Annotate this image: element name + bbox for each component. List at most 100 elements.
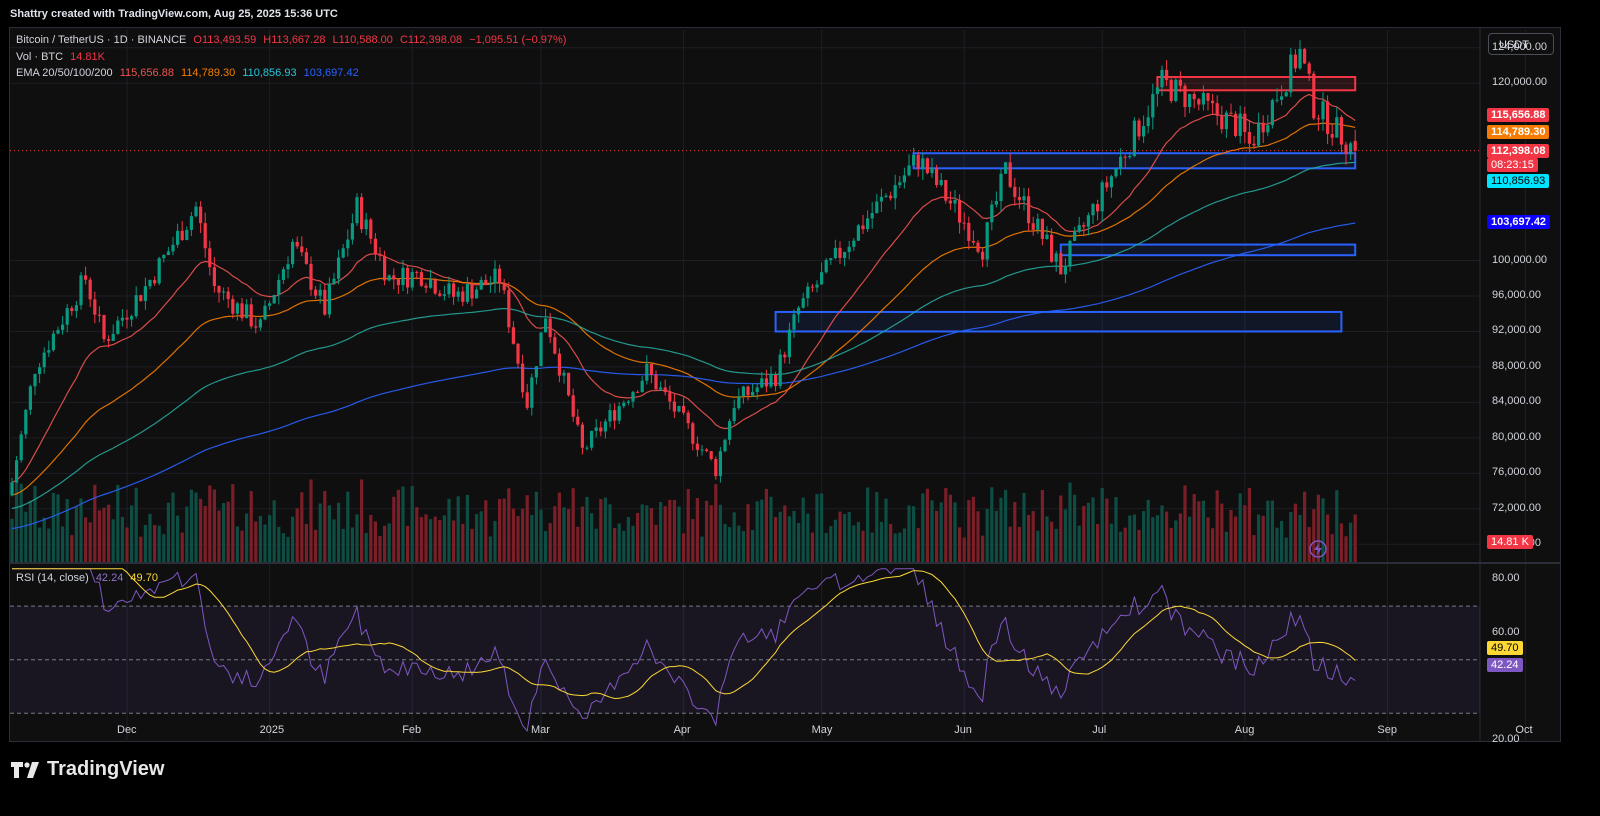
- candle-body: [258, 319, 262, 328]
- volume-bar: [939, 502, 943, 562]
- candle-body: [415, 271, 419, 273]
- volume-bar: [199, 498, 203, 562]
- volume-bar: [1321, 498, 1325, 562]
- candle-body: [953, 200, 957, 204]
- volume-bar: [516, 516, 520, 562]
- volume-bar: [613, 527, 617, 562]
- candle-body: [254, 326, 258, 328]
- volume-bar: [33, 486, 37, 562]
- volume-bar: [97, 510, 101, 562]
- volume-bar: [350, 527, 354, 562]
- volume-bar: [153, 525, 157, 562]
- candle-body: [189, 216, 193, 230]
- volume-bar: [1050, 521, 1054, 562]
- candle-body: [1073, 231, 1077, 241]
- candle-body: [304, 252, 308, 264]
- volume-bar: [194, 492, 198, 562]
- candle-body: [392, 275, 396, 280]
- volume-bar: [1353, 514, 1357, 562]
- volume-bar: [488, 536, 492, 562]
- volume-bar: [1063, 509, 1067, 562]
- candle-body: [847, 246, 851, 253]
- zone-blue-3: [774, 310, 1343, 333]
- volume-bar: [484, 500, 488, 562]
- volume-bar: [61, 526, 65, 562]
- volume-bar: [1252, 535, 1256, 562]
- volume-bar: [456, 496, 460, 562]
- candle-body: [74, 305, 78, 312]
- volume-bar: [999, 497, 1003, 562]
- candle-body: [148, 280, 152, 287]
- volume-bar: [309, 479, 313, 562]
- volume-bar: [820, 493, 824, 562]
- time-tick-label: 2025: [259, 724, 285, 736]
- symbol-legend[interactable]: Bitcoin / TetherUS · 1D · BINANCE O113,4…: [16, 34, 570, 46]
- volume-bar: [1206, 517, 1210, 562]
- candle-body: [309, 263, 313, 290]
- volume-bar: [452, 520, 456, 562]
- candle-body: [406, 267, 410, 288]
- tradingview-logo[interactable]: TradingView: [11, 758, 164, 781]
- candle-body: [1174, 79, 1178, 101]
- volume-bar: [314, 529, 318, 562]
- volume-bar: [502, 498, 506, 562]
- volume-bar: [1040, 489, 1044, 562]
- volume-bar: [1344, 536, 1348, 562]
- candle-body: [769, 374, 773, 387]
- volume-bar: [470, 528, 474, 562]
- candle-body: [1270, 100, 1274, 126]
- candle-body: [429, 279, 433, 288]
- candle-body: [1050, 234, 1054, 262]
- rsi-legend[interactable]: RSI (14, close) 42.24 49.70: [16, 572, 162, 584]
- time-tick-label: Sep: [1377, 724, 1397, 736]
- volume-bar: [617, 523, 621, 562]
- time-tick-label: Aug: [1234, 724, 1255, 736]
- candle-body: [930, 167, 934, 174]
- candle-body: [396, 279, 400, 286]
- time-tick-label: Dec: [117, 724, 137, 736]
- currency-button[interactable]: USDT: [1488, 33, 1554, 55]
- candle-body: [180, 230, 184, 240]
- volume-legend[interactable]: Vol · BTC 14.81K: [16, 51, 109, 63]
- volume-bar: [74, 506, 78, 562]
- volume-bar: [203, 505, 207, 562]
- candle-body: [199, 206, 203, 224]
- candle-body: [1192, 93, 1196, 100]
- candle-body: [1096, 204, 1100, 212]
- volume-bar: [93, 484, 97, 562]
- candle-body: [801, 298, 805, 308]
- volume-bar: [916, 528, 920, 562]
- volume-bar: [84, 517, 88, 562]
- volume-bar: [636, 512, 640, 562]
- candle-body: [585, 447, 589, 449]
- candle-body: [806, 286, 810, 299]
- volume-bar: [493, 520, 497, 562]
- candle-body: [820, 272, 824, 285]
- volume-bar: [143, 524, 147, 562]
- candle-body: [774, 374, 778, 387]
- volume-bar: [884, 498, 888, 562]
- lightning-icon: [1309, 540, 1327, 558]
- volume-bar: [291, 516, 295, 562]
- candle-body: [948, 200, 952, 204]
- candle-body: [935, 167, 939, 186]
- brand-name: TradingView: [47, 758, 165, 780]
- candle-body: [1036, 218, 1040, 230]
- volume-bar: [88, 522, 92, 562]
- candle-body: [314, 289, 318, 296]
- candle-body: [746, 386, 750, 396]
- candle-body: [530, 377, 534, 408]
- volume-bar: [718, 504, 722, 562]
- candle-body: [341, 248, 345, 258]
- volume-bar: [1017, 526, 1021, 562]
- candle-body: [700, 449, 704, 451]
- ema-legend[interactable]: EMA 20/50/100/200 115,656.88 114,789.30 …: [16, 67, 363, 79]
- candle-body: [668, 392, 672, 402]
- volume-bar: [1229, 510, 1233, 562]
- candle-body: [636, 391, 640, 393]
- volume-bar: [544, 531, 548, 562]
- rsi-tick-label: 60.00: [1492, 625, 1520, 638]
- volume-bar: [663, 506, 667, 562]
- candle-body: [1178, 79, 1182, 86]
